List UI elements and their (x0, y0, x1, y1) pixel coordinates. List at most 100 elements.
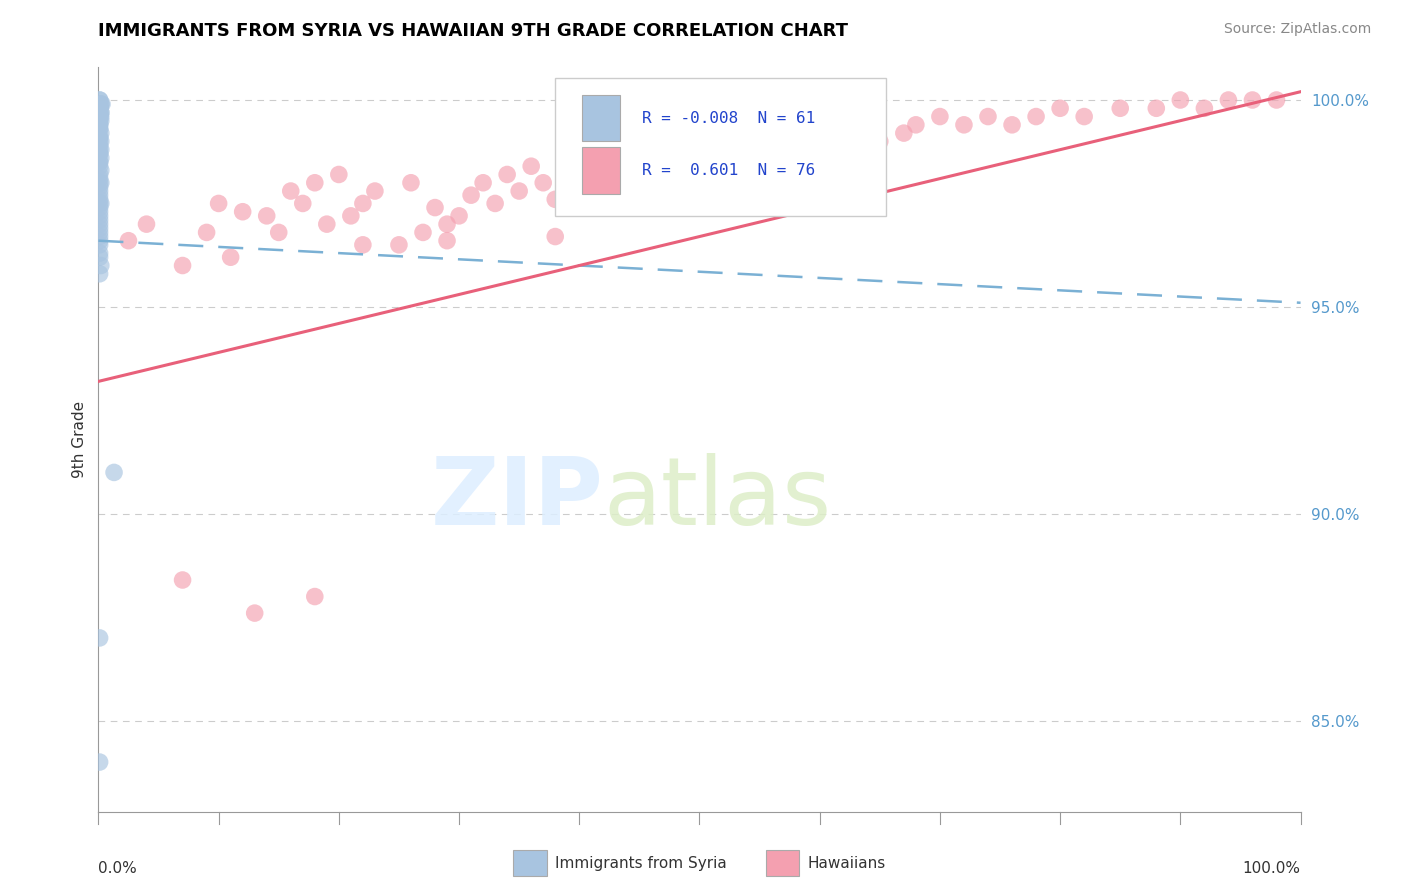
Point (388, 237, 411, 252)
Point (90, 196, 112, 211)
Point (436, 217, 458, 231)
Point (89, 146, 111, 161)
Point (89, 105, 111, 120)
Point (89, 138, 111, 153)
Point (89, 180, 111, 194)
Point (89, 267, 111, 281)
Point (89, 143, 111, 157)
Text: 0.0%: 0.0% (98, 862, 138, 876)
Point (1025, 110, 1047, 124)
Point (89, 237, 111, 252)
Point (796, 118, 818, 132)
Point (352, 237, 374, 252)
Point (845, 143, 868, 157)
Point (544, 229, 567, 244)
Point (219, 250, 242, 264)
Point (869, 134, 891, 148)
Point (89, 110, 111, 124)
Point (352, 196, 374, 211)
Point (761, 134, 783, 148)
Point (496, 168, 519, 182)
Text: ZIP: ZIP (430, 453, 603, 545)
Point (652, 143, 675, 157)
Point (172, 573, 194, 587)
Point (340, 209, 363, 223)
Point (447, 209, 470, 223)
Bar (582, 147, 620, 194)
Point (1109, 101, 1132, 115)
Point (664, 155, 686, 169)
Point (89, 217, 111, 231)
Point (89, 118, 111, 132)
Point (280, 184, 302, 198)
Point (89, 118, 111, 132)
Point (544, 192, 567, 206)
Point (89, 155, 111, 169)
Point (90, 113, 112, 128)
Point (89, 168, 111, 182)
Point (91, 97, 114, 112)
Point (748, 143, 770, 157)
Point (592, 155, 614, 169)
Y-axis label: 9th Grade: 9th Grade (72, 401, 87, 478)
Point (856, 118, 879, 132)
FancyBboxPatch shape (555, 78, 886, 216)
Bar (513, 850, 547, 876)
Point (315, 217, 337, 231)
Point (724, 126, 747, 140)
Text: Immigrants from Syria: Immigrants from Syria (555, 855, 727, 871)
Point (89, 221, 111, 235)
Point (399, 176, 422, 190)
Point (1073, 110, 1095, 124)
Text: Source: ZipAtlas.com: Source: ZipAtlas.com (1223, 22, 1371, 37)
Point (508, 184, 530, 198)
Point (89, 93, 111, 107)
Point (89, 110, 111, 124)
Point (423, 201, 446, 215)
Point (90, 163, 112, 178)
Point (89, 755, 111, 769)
Point (472, 176, 495, 190)
Text: IMMIGRANTS FROM SYRIA VS HAWAIIAN 9TH GRADE CORRELATION CHART: IMMIGRANTS FROM SYRIA VS HAWAIIAN 9TH GR… (98, 22, 848, 40)
Point (1001, 118, 1024, 132)
Point (89, 155, 111, 169)
Point (90, 126, 112, 140)
Text: R =  0.601  N = 76: R = 0.601 N = 76 (641, 163, 815, 178)
Point (304, 590, 326, 604)
Point (700, 151, 723, 165)
Point (89, 213, 111, 227)
Point (89, 192, 111, 206)
Point (1170, 93, 1192, 107)
Point (616, 168, 638, 182)
Point (208, 196, 231, 211)
Point (89, 130, 111, 145)
Point (1265, 93, 1288, 107)
Point (89, 93, 111, 107)
Point (555, 163, 578, 178)
Point (89, 101, 111, 115)
Point (90, 97, 112, 112)
Point (90, 151, 112, 165)
Point (243, 606, 266, 620)
Point (568, 176, 591, 190)
Point (90, 259, 112, 273)
Point (832, 126, 855, 140)
Point (531, 176, 554, 190)
Point (904, 118, 927, 132)
Point (89, 134, 111, 148)
Point (1194, 101, 1216, 115)
Point (328, 168, 350, 182)
Point (89, 176, 111, 190)
Point (90, 110, 112, 124)
Point (89, 113, 111, 128)
Point (640, 151, 662, 165)
Point (90, 176, 112, 190)
Point (89, 209, 111, 223)
Point (89, 229, 111, 244)
Text: Hawaiians: Hawaiians (807, 855, 886, 871)
Point (89, 234, 111, 248)
Point (89, 122, 111, 136)
Point (89, 101, 111, 115)
Point (713, 143, 735, 157)
Point (135, 217, 157, 231)
